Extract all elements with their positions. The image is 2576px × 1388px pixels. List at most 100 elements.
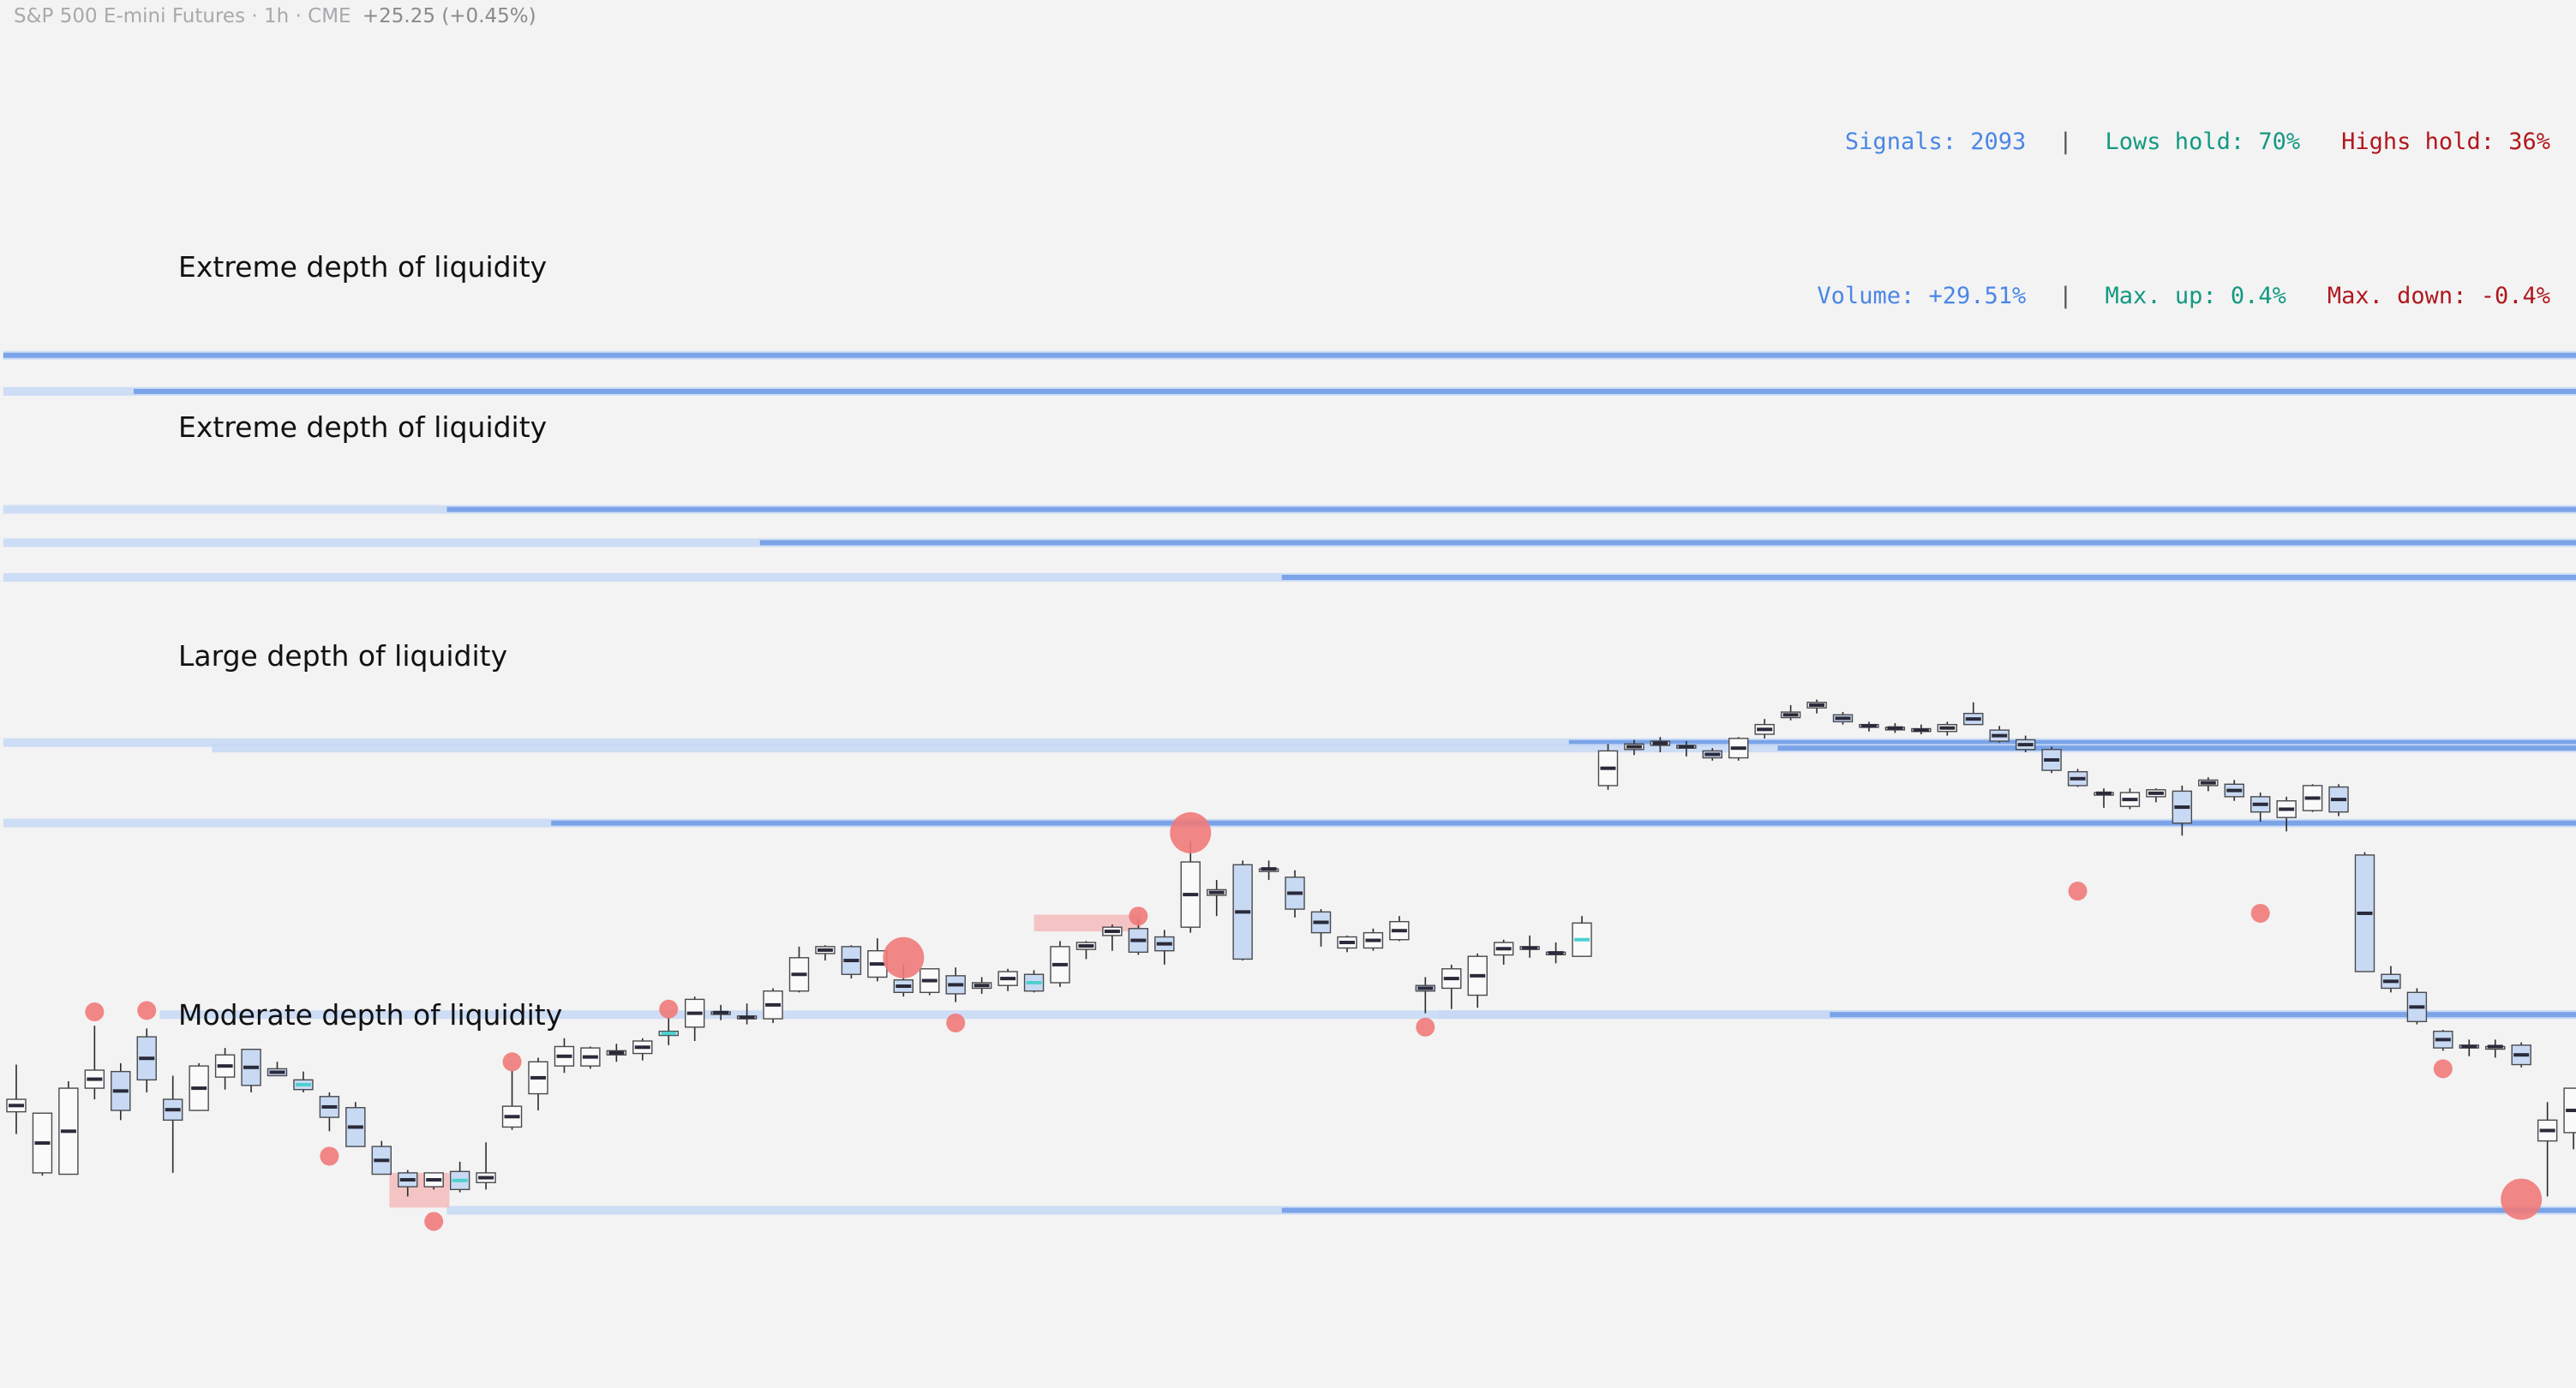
candle-poc (2304, 796, 2321, 800)
candle (1128, 918, 1149, 955)
zone-boxes (389, 914, 1141, 1208)
candle (1597, 744, 1619, 790)
candle-poc (1782, 713, 1799, 717)
signal-dot (946, 1013, 966, 1032)
max-down-label: Max. down: (2327, 283, 2467, 309)
candle (2198, 777, 2219, 792)
candle-poc (921, 978, 938, 983)
instrument-title: S&P 500 E-mini Futures · 1h · CME (14, 5, 351, 27)
liquidity-core (1568, 739, 2576, 745)
candle (111, 1062, 131, 1121)
candle-poc (1470, 973, 1486, 978)
candle-poc (2070, 776, 2086, 781)
stats-row-2: Volume: +29.51% | Max. up: 0.4% Max. dow… (1817, 271, 2550, 322)
candle-poc (1992, 733, 2008, 738)
candle (1285, 870, 1305, 918)
candle (1572, 916, 1592, 957)
candle-poc (1313, 920, 1329, 924)
candle-poc (1443, 977, 1459, 981)
candle (945, 967, 966, 1002)
candle (1911, 724, 1932, 734)
candle (1337, 935, 1357, 953)
lows-hold-stat: Lows hold: 70% (2106, 117, 2301, 168)
candle (398, 1170, 418, 1197)
candle-poc (1156, 942, 1172, 946)
candle-poc (1052, 962, 1068, 966)
zone-label-extreme-1: Extreme depth of liquidity (178, 250, 548, 284)
candle (1154, 930, 1175, 965)
candle (371, 1140, 392, 1176)
candle (2015, 735, 2036, 753)
candle-poc (112, 1089, 129, 1093)
signal-dot (2501, 1178, 2543, 1220)
candle (763, 988, 783, 1023)
candle (189, 1062, 209, 1111)
candle (267, 1062, 288, 1077)
stats-separator: | (2058, 129, 2073, 155)
liquidity-band (159, 1010, 2576, 1020)
signal-dots (85, 812, 2543, 1231)
candle-poc (1208, 890, 1225, 894)
candle (2381, 966, 2401, 993)
candle-poc (2148, 791, 2164, 795)
candle-poc (634, 1045, 650, 1050)
candle-poc (2174, 805, 2190, 810)
candle-poc (452, 1178, 468, 1182)
candle-poc (1574, 937, 1590, 942)
candle (1806, 699, 1827, 714)
signals-value: 2093 (1970, 129, 2027, 155)
candle (476, 1142, 496, 1190)
candle-poc (1495, 947, 1512, 951)
candle (2067, 769, 2088, 787)
max-up-value: 0.4% (2230, 283, 2286, 309)
candle (710, 1004, 731, 1020)
candle-poc (2331, 798, 2347, 802)
candle (1415, 977, 1436, 1014)
candle (632, 1038, 653, 1061)
liquidity-core (1777, 745, 2576, 751)
candle (580, 1046, 601, 1069)
candle (1180, 841, 1201, 933)
candle-poc (1600, 766, 1616, 770)
candle (1441, 964, 1462, 1009)
candle-poc (347, 1125, 363, 1129)
candle-poc (1078, 944, 1094, 948)
candle-poc (1339, 940, 1355, 944)
candle (1624, 739, 1644, 756)
candle-poc (1887, 726, 1903, 730)
highs-hold-value: 36% (2508, 129, 2550, 155)
candle (528, 1057, 548, 1110)
candle-poc (34, 1141, 51, 1146)
candle (971, 977, 992, 994)
candle-poc (1548, 951, 1564, 955)
candle-poc (2279, 807, 2295, 811)
candle-poc (165, 1108, 181, 1112)
signal-dot (2433, 1059, 2453, 1079)
candle-poc (1261, 867, 1277, 871)
candle (1023, 970, 1045, 993)
candle (293, 1071, 314, 1092)
candle (1519, 935, 1540, 958)
candle (84, 1026, 105, 1100)
candle (2328, 784, 2349, 817)
candle (2406, 988, 2428, 1025)
candle-poc (2226, 788, 2243, 793)
candle (136, 1028, 157, 1092)
max-down-value: -0.4% (2480, 283, 2550, 309)
highs-hold-label: Highs hold: (2341, 129, 2495, 155)
zone-label-extreme-2: Extreme depth of liquidity (178, 410, 548, 444)
liquidity-core (1281, 1207, 2576, 1213)
candle (1258, 860, 1279, 881)
candle (1963, 702, 1984, 726)
max-up-label: Max. up: (2105, 283, 2217, 309)
liquidity-core (134, 388, 2576, 394)
signal-dot (85, 1002, 105, 1021)
candle-poc (1835, 716, 1851, 721)
candle (2537, 1102, 2558, 1197)
candles (6, 699, 2576, 1197)
candle-poc (2513, 1053, 2530, 1057)
price-change: +25.25 (+0.45%) (362, 5, 536, 27)
liquidity-band (3, 738, 2576, 747)
signal-dot (1129, 906, 1148, 926)
liquidity-levels (3, 350, 2576, 1215)
